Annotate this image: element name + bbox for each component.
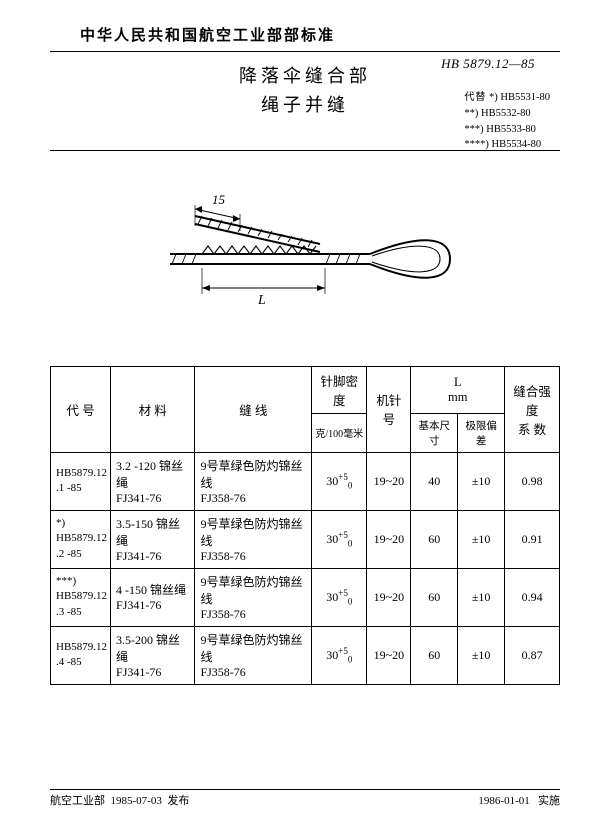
table-cell: 0.87	[505, 626, 560, 684]
ref-line-0: *) HB5531-80	[489, 92, 550, 103]
table-cell: 19~20	[367, 510, 411, 568]
table-cell: 0.98	[505, 452, 560, 510]
footer-issue-label: 发布	[167, 795, 189, 807]
table-cell: ***)HB5879.12.3 -85	[51, 568, 111, 626]
spec-tbody: HB5879.12.1 -853.2 -120 锦丝绳FJ341-769号草绿色…	[51, 452, 560, 684]
th-L-basic: 基本尺寸	[411, 413, 458, 452]
diagram: 15 L	[50, 161, 560, 351]
table-row: HB5879.12.1 -853.2 -120 锦丝绳FJ341-769号草绿色…	[51, 452, 560, 510]
footer-issue-date: 1985-07-03	[111, 795, 162, 807]
dim-15: 15	[212, 192, 226, 207]
footer-right: 1986-01-01 实施	[478, 792, 560, 808]
table-cell: ±10	[458, 626, 505, 684]
table-cell: 4 -150 锦丝绳FJ341-76	[111, 568, 195, 626]
table-cell: 30+50	[312, 568, 367, 626]
dim-L: L	[257, 293, 266, 308]
header-rule-top	[50, 51, 560, 52]
th-strength: 缝合强度系 数	[505, 366, 560, 452]
ref-line-1: **) HB5532-80	[464, 108, 530, 119]
ref-line-3: ****) HB5534-80	[464, 139, 541, 150]
table-cell: HB5879.12.4 -85	[51, 626, 111, 684]
footer-issuer: 航空工业部	[50, 795, 105, 807]
table-cell: 9号草绿色防灼锦丝线FJ358-76	[195, 568, 312, 626]
table-cell: 19~20	[367, 626, 411, 684]
th-material: 材 料	[111, 366, 195, 452]
footer-eff-label: 实施	[538, 795, 560, 807]
header-org: 中华人民共和国航空工业部部标准	[80, 24, 560, 45]
table-cell: 30+50	[312, 452, 367, 510]
th-L: Lmm	[411, 366, 505, 413]
table-cell: 40	[411, 452, 458, 510]
replaces-label: 代替	[464, 92, 486, 103]
th-density: 针脚密度	[312, 366, 367, 413]
rope-loop-svg: 15 L	[140, 176, 470, 336]
table-cell: 60	[411, 510, 458, 568]
table-row: HB5879.12.4 -853.5-200 锦丝绳FJ341-769号草绿色防…	[51, 626, 560, 684]
table-cell: 60	[411, 626, 458, 684]
th-L-tol: 极限偏差	[458, 413, 505, 452]
spec-table: 代 号 材 料 缝 线 针脚密度 机针号 Lmm 缝合强度系 数 克/100毫米…	[50, 366, 560, 685]
th-density-unit: 克/100毫米	[312, 413, 367, 452]
table-cell: 0.91	[505, 510, 560, 568]
footer-rule	[50, 789, 560, 790]
table-cell: ±10	[458, 568, 505, 626]
ref-block: 代替 *) HB5531-80 **) HB5532-80 ***) HB553…	[464, 90, 550, 153]
footer-eff-date: 1986-01-01	[478, 795, 529, 807]
table-cell: 9号草绿色防灼锦丝线FJ358-76	[195, 452, 312, 510]
standard-number: HB 5879.12—85	[441, 56, 535, 72]
table-cell: 19~20	[367, 568, 411, 626]
table-cell: 30+50	[312, 510, 367, 568]
table-cell: ±10	[458, 452, 505, 510]
ref-line-2: ***) HB5533-80	[464, 124, 535, 135]
table-cell: 60	[411, 568, 458, 626]
footer: 航空工业部 1985-07-03 发布 1986-01-01 实施	[50, 792, 560, 808]
table-cell: 19~20	[367, 452, 411, 510]
table-cell: HB5879.12.1 -85	[51, 452, 111, 510]
table-row: ***)HB5879.12.3 -854 -150 锦丝绳FJ341-769号草…	[51, 568, 560, 626]
th-needle: 机针号	[367, 366, 411, 452]
th-code: 代 号	[51, 366, 111, 452]
table-cell: 9号草绿色防灼锦丝线FJ358-76	[195, 626, 312, 684]
footer-left: 航空工业部 1985-07-03 发布	[50, 792, 189, 808]
table-cell: 3.2 -120 锦丝绳FJ341-76	[111, 452, 195, 510]
table-cell: 3.5-150 锦丝绳FJ341-76	[111, 510, 195, 568]
table-row: *)HB5879.12.2 -853.5-150 锦丝绳FJ341-769号草绿…	[51, 510, 560, 568]
table-cell: 9号草绿色防灼锦丝线FJ358-76	[195, 510, 312, 568]
table-cell: ±10	[458, 510, 505, 568]
table-cell: 30+50	[312, 626, 367, 684]
table-cell: 3.5-200 锦丝绳FJ341-76	[111, 626, 195, 684]
table-cell: *)HB5879.12.2 -85	[51, 510, 111, 568]
th-thread: 缝 线	[195, 366, 312, 452]
table-cell: 0.94	[505, 568, 560, 626]
